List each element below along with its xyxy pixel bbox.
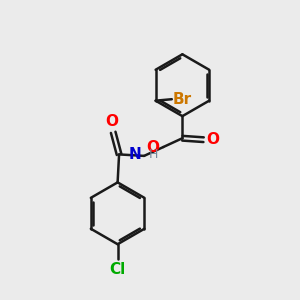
- Text: Br: Br: [173, 92, 192, 107]
- Text: N: N: [128, 147, 141, 162]
- Text: Cl: Cl: [110, 262, 126, 277]
- Text: O: O: [146, 140, 159, 154]
- Text: O: O: [105, 113, 118, 128]
- Text: O: O: [206, 132, 220, 147]
- Text: H: H: [148, 148, 158, 161]
